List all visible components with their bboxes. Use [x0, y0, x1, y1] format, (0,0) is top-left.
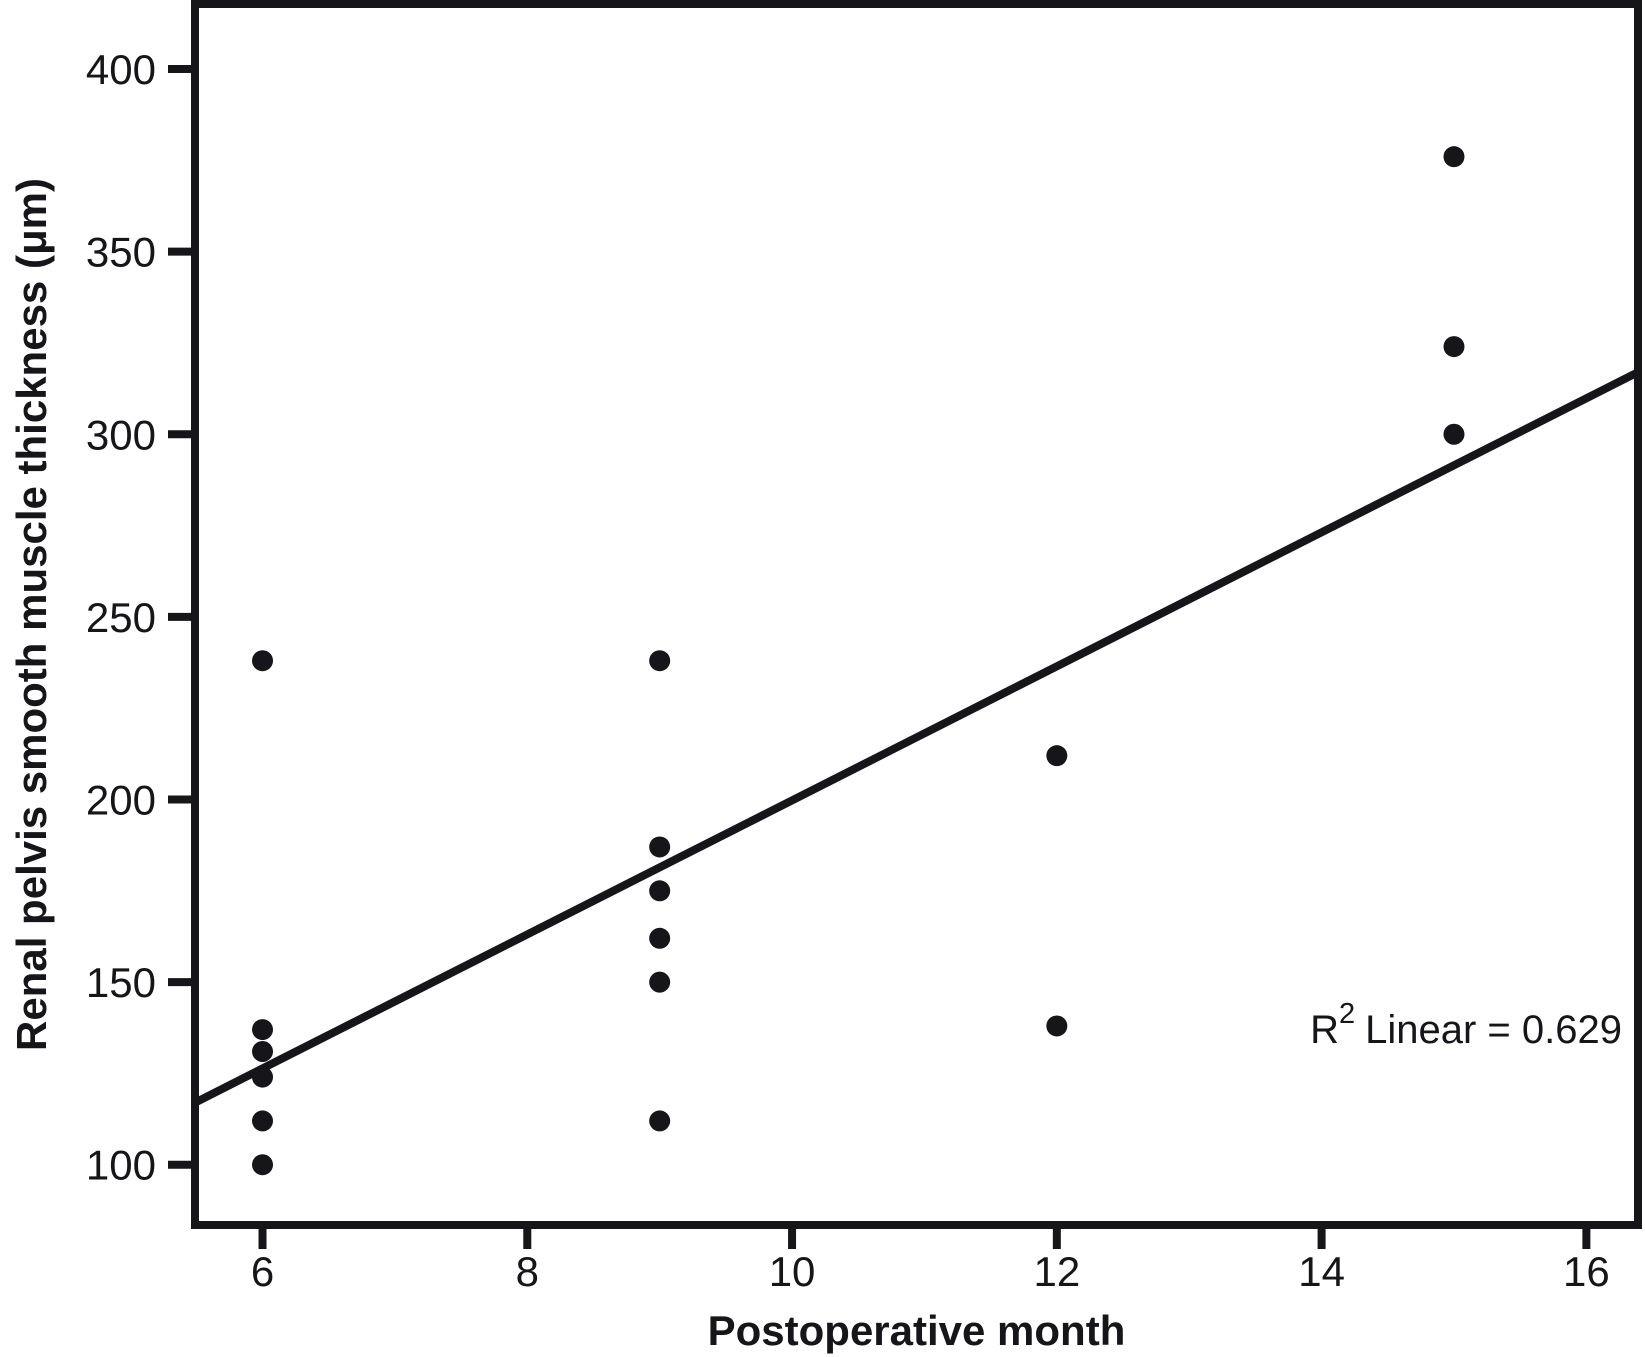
x-axis-tick-label: 16: [1563, 1248, 1610, 1295]
x-axis-title: Postoperative month: [708, 1307, 1126, 1354]
y-axis-tick-label: 350: [86, 229, 156, 276]
y-axis-tick-label: 200: [86, 776, 156, 823]
x-axis-tick-label: 14: [1298, 1248, 1345, 1295]
y-axis-tick-label: 250: [86, 594, 156, 641]
data-point: [1443, 423, 1465, 445]
data-point: [1443, 336, 1465, 358]
data-point: [252, 650, 274, 672]
y-axis-tick-label: 400: [86, 46, 156, 93]
plot-frame: [191, 0, 1642, 1229]
data-point: [252, 1041, 274, 1063]
data-point: [649, 1110, 671, 1132]
x-axis-tick-label: 6: [251, 1248, 274, 1295]
data-point: [1046, 1015, 1068, 1037]
regression-line: [193, 368, 1640, 1107]
data-point: [252, 1066, 274, 1088]
r-squared-label: R2 Linear = 0.629: [1310, 998, 1622, 1052]
data-point: [1443, 146, 1465, 168]
y-axis-tick-label: 150: [86, 959, 156, 1006]
y-axis-title: Renal pelvis smooth muscle thickness (μm…: [8, 178, 55, 1051]
data-point: [649, 971, 671, 993]
x-axis-tick-label: 10: [769, 1248, 816, 1295]
data-point: [649, 880, 671, 902]
y-axis-tick-label: 100: [86, 1142, 156, 1189]
data-point: [649, 650, 671, 672]
data-point: [252, 1019, 274, 1041]
x-axis-tick-label: 8: [516, 1248, 539, 1295]
data-point: [649, 927, 671, 949]
data-point: [252, 1154, 274, 1176]
y-axis-tick-label: 300: [86, 411, 156, 458]
data-point: [1046, 745, 1068, 767]
data-point: [649, 836, 671, 858]
data-point: [252, 1110, 274, 1132]
x-axis-tick-label: 12: [1033, 1248, 1080, 1295]
